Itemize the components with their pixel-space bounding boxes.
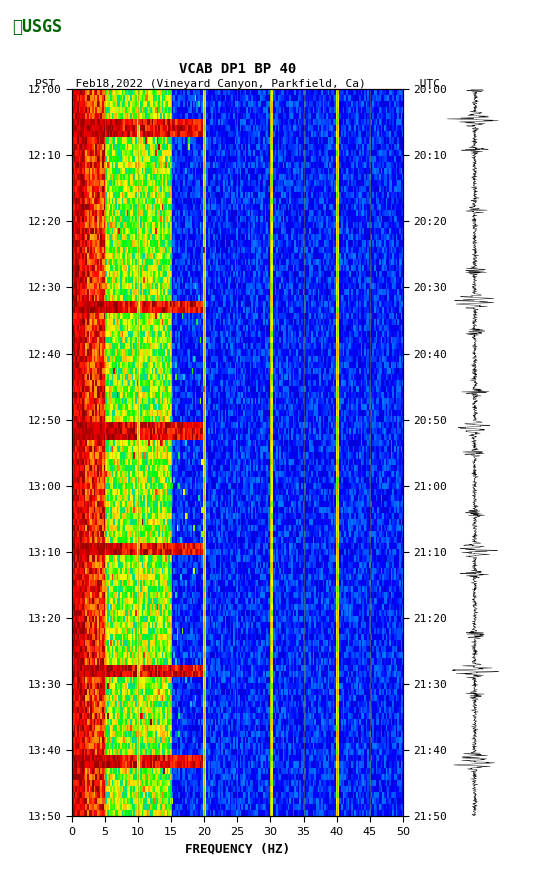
Text: VCAB DP1 BP 40: VCAB DP1 BP 40 <box>179 62 296 76</box>
Text: PST   Feb18,2022 (Vineyard Canyon, Parkfield, Ca)        UTC: PST Feb18,2022 (Vineyard Canyon, Parkfie… <box>35 79 440 89</box>
X-axis label: FREQUENCY (HZ): FREQUENCY (HZ) <box>185 842 290 855</box>
Text: ⊿USGS: ⊿USGS <box>12 18 62 36</box>
